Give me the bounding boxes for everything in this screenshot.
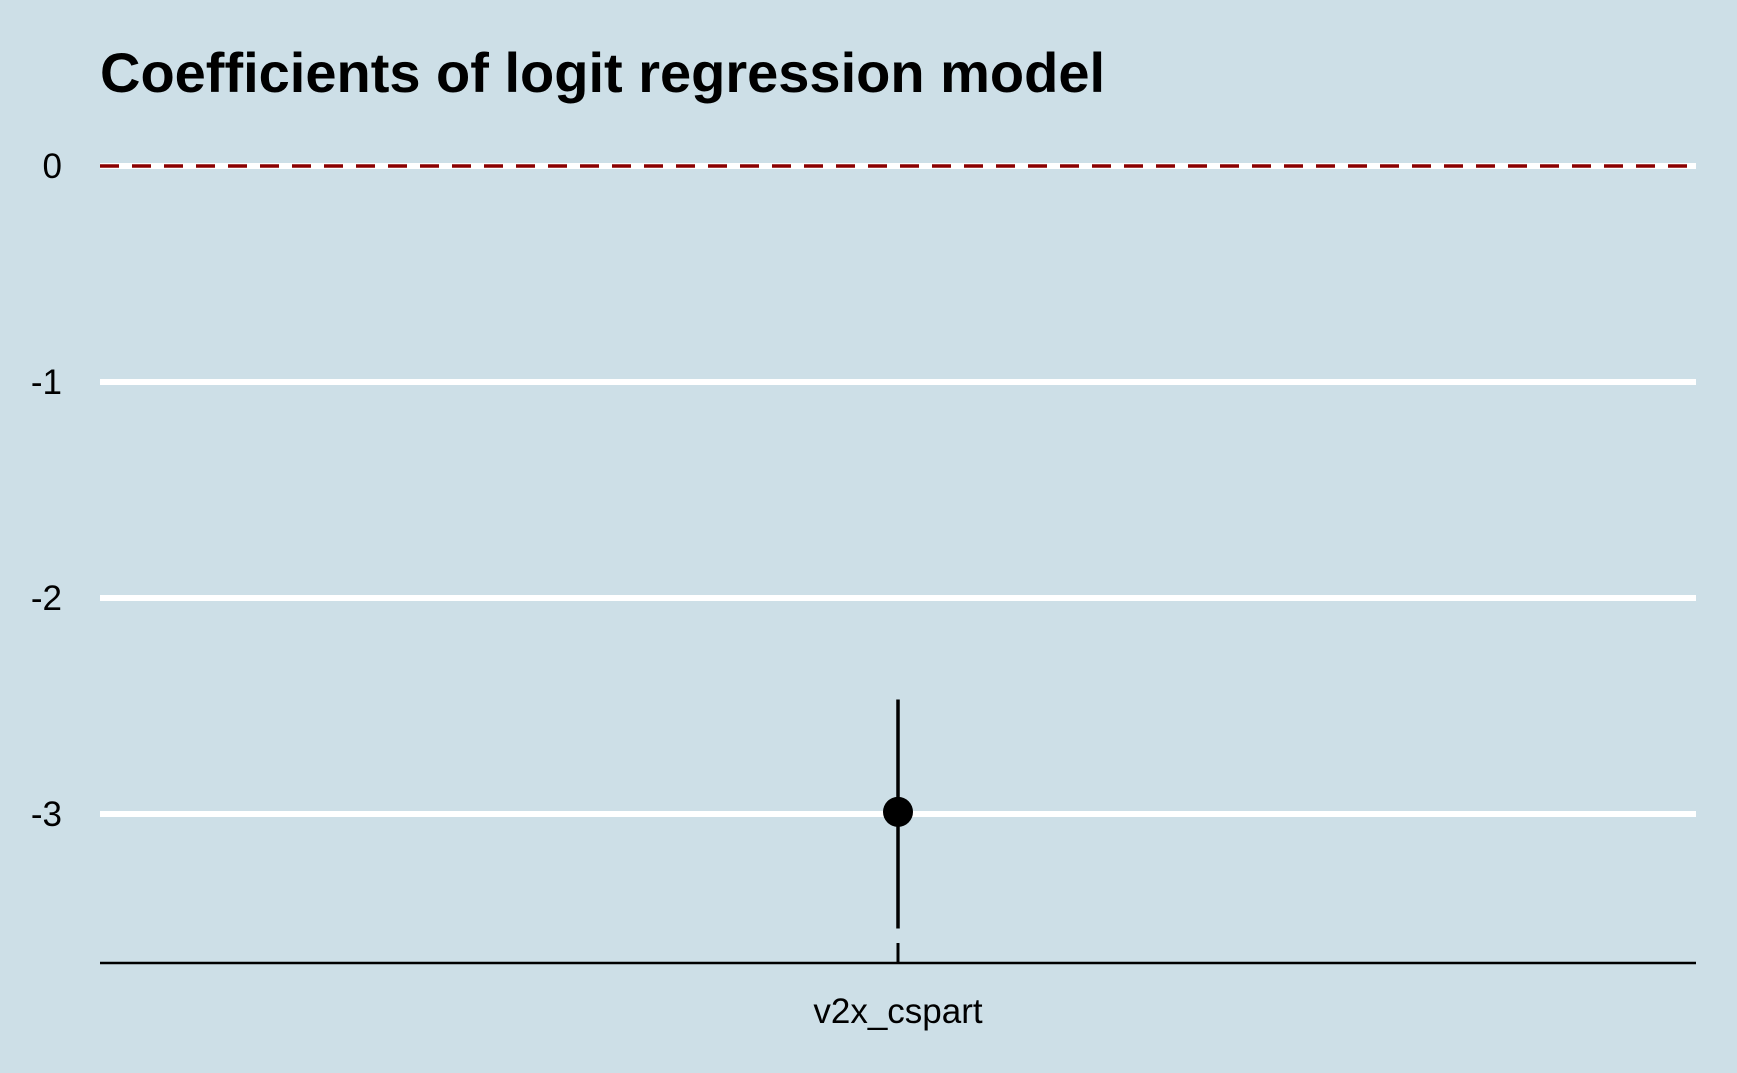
y-tick-label: -2 [31,579,62,618]
y-tick-labels: 0 -1 -2 -3 [31,147,62,834]
x-axis [100,943,1696,965]
y-tick-label: -1 [31,363,62,402]
y-tick-label: -3 [31,795,62,834]
coefficient-point [883,796,913,827]
chart-title: Coefficients of logit regression model [100,41,1105,104]
x-tick-label: v2x_cspart [813,992,983,1031]
x-tick-labels: v2x_cspart [813,992,983,1031]
coefficient-points [883,699,913,929]
y-tick-label: 0 [43,147,62,186]
